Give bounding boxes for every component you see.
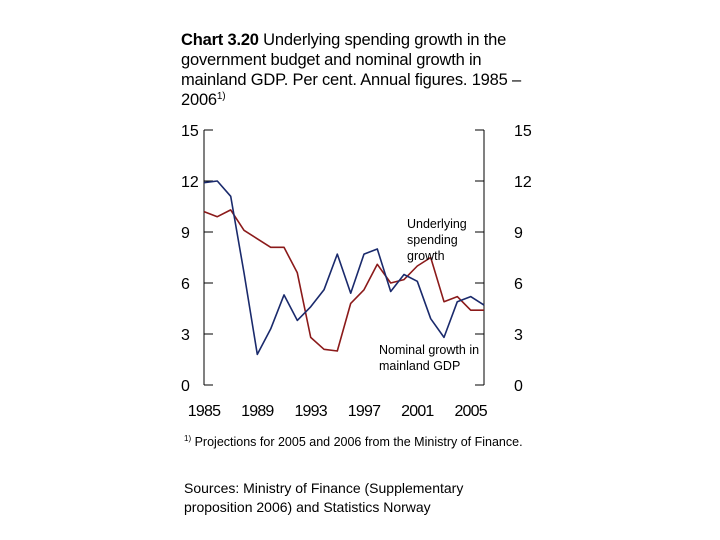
y-tick-label-left: 0 [181,378,190,395]
x-tick-label: 2001 [401,403,434,420]
x-tick-label: 2005 [454,403,487,420]
y-tick-label-right: 9 [514,225,523,242]
y-tick-label-right: 0 [514,378,523,395]
chart-annotations: Underlying spending growth Nominal growth i… [379,217,479,373]
chart-title-text: Underlying spending growth in the govern… [181,31,521,109]
annotation-nominal-gdp: Nominal growth in [379,343,479,357]
series-line-nominal-gdp [203,180,485,356]
chart-title: Chart 3.20 Underlying spending growth in… [181,30,541,110]
series-line-underlying-spending [203,209,484,352]
annotation-underlying-spending: Underlying [407,217,467,231]
x-tick-label: 1997 [348,403,381,420]
footnote-mark: 1) [184,434,192,443]
chart-sources: Sources: Ministry of Finance (Supplement… [184,480,464,515]
chart-axes: 0 0 3 3 6 6 9 9 12 12 15 15 1985 1989 1993 1997 2001 2005 [181,123,532,420]
footnote-text: Projections for 2005 and 2006 from the M… [191,435,523,449]
chart-footnote: 1) Projections for 2005 and 2006 from th… [184,434,524,450]
annotation-underlying-spending: spending [407,233,458,247]
x-tick-label: 1989 [241,403,274,420]
line-chart: 0 0 3 3 6 6 9 9 12 12 15 15 1985 1989 1993 1997 2001 2005… [181,123,532,420]
y-tick-label-left: 15 [181,123,199,140]
annotation-nominal-gdp: mainland GDP [379,359,460,373]
y-tick-label-right: 12 [514,174,532,191]
x-tick-label: 1985 [188,403,221,420]
y-tick-label-left: 3 [181,327,190,344]
y-tick-label-left: 12 [181,174,199,191]
chart-title-footnote-mark: 1) [216,91,226,102]
y-tick-label-right: 3 [514,327,523,344]
x-tick-label: 1993 [294,403,327,420]
chart-series [203,180,485,356]
y-tick-label-right: 6 [514,276,523,293]
y-tick-label-right: 15 [514,123,532,140]
chart-number: Chart 3.20 [181,31,259,49]
y-tick-label-left: 9 [181,225,190,242]
annotation-underlying-spending: growth [407,249,445,263]
y-tick-label-left: 6 [181,276,190,293]
